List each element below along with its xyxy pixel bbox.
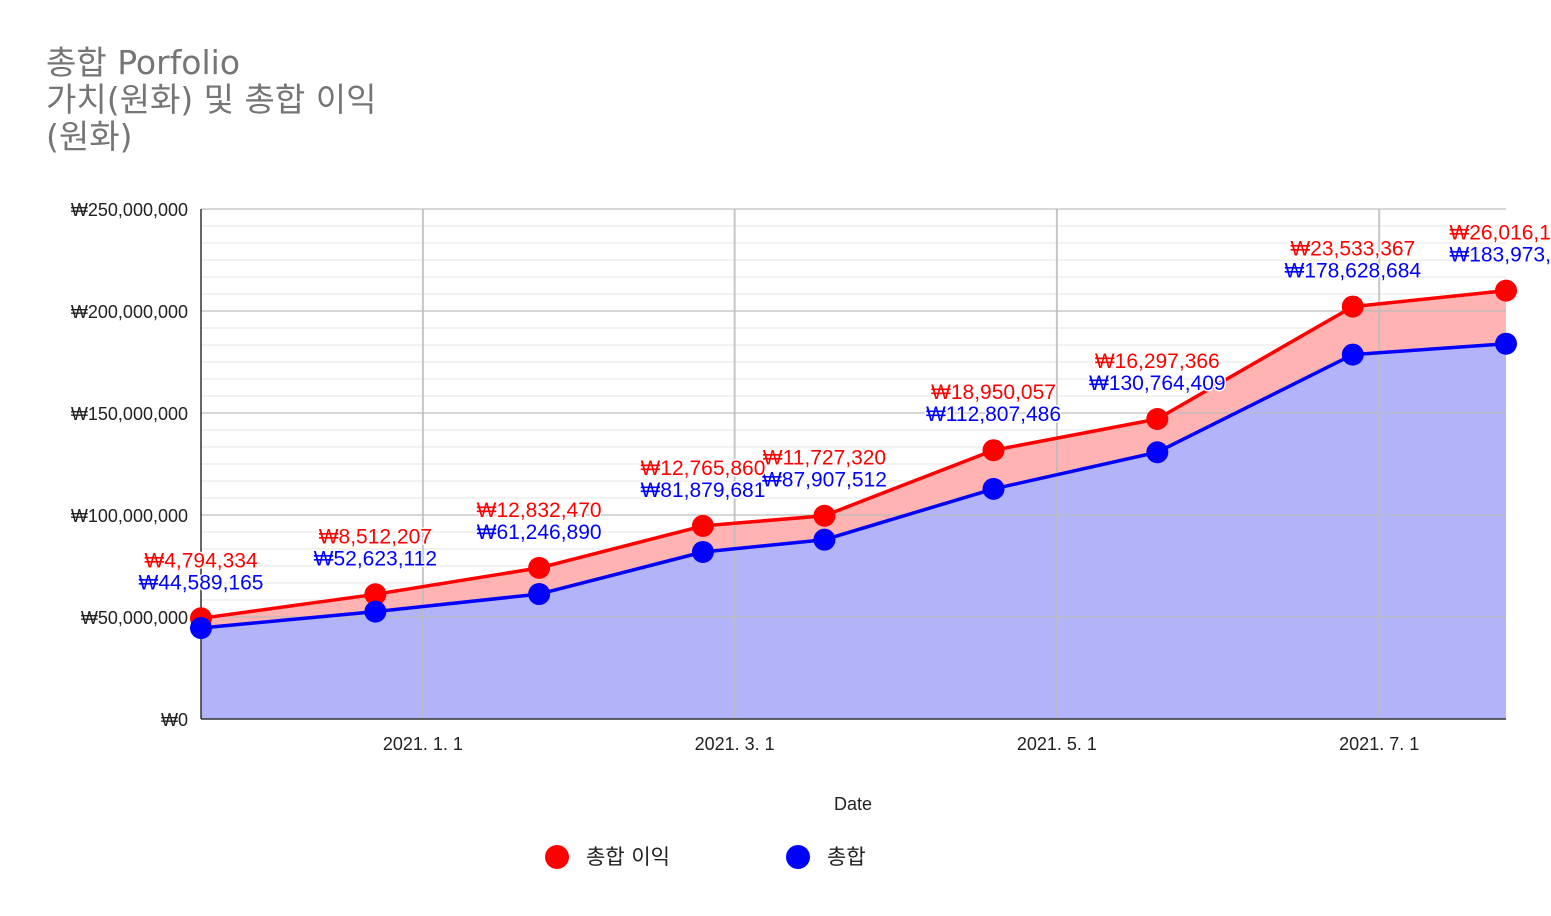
point-total (1495, 332, 1517, 355)
y-tick-label: ₩0 (161, 710, 188, 730)
point-profit (691, 514, 714, 537)
area-profit (201, 290, 1506, 628)
y-tick-label: ₩50,000,000 (81, 608, 188, 628)
point-total (528, 583, 551, 606)
grid-major (201, 208, 1506, 719)
legend-marker-total (786, 845, 810, 869)
legend-marker-profit (545, 845, 569, 869)
data-label-total: ₩44,589,165 (139, 571, 264, 594)
data-label-total: ₩52,623,112 (314, 547, 437, 570)
point-profit (982, 439, 1005, 462)
data-label-profit: ₩4,794,334 (144, 549, 258, 572)
point-profit (364, 583, 387, 606)
point-total (813, 528, 836, 551)
data-label-profit: ₩8,512,207 (319, 525, 432, 548)
chart-title-line: (원화) (46, 117, 133, 156)
data-label-profit: ₩23,533,367 (1290, 238, 1415, 261)
chart-title-line: 총합 Porfolio (46, 43, 241, 82)
point-profit (1341, 295, 1364, 318)
point-total (1146, 441, 1169, 464)
data-label-profit: ₩12,832,470 (477, 499, 602, 522)
point-profit (1146, 407, 1169, 430)
point-total (982, 477, 1005, 500)
data-label-total: ₩178,628,684 (1284, 260, 1421, 283)
y-tick-label: ₩250,000,000 (71, 200, 188, 220)
data-label-total: ₩112,807,486 (926, 403, 1061, 426)
data-label-total: ₩61,246,890 (477, 521, 602, 544)
x-tick-label: 2021. 1. 1 (383, 734, 463, 754)
legend-item-profit[interactable]: 총합 이익 (545, 845, 670, 869)
series-points (190, 279, 1517, 640)
legend-item-total[interactable]: 총합 (786, 845, 866, 869)
x-axis-title: Date (834, 794, 872, 814)
y-tick-label: ₩200,000,000 (71, 302, 188, 322)
data-label-total: ₩81,879,681 (640, 479, 765, 502)
point-profit (528, 556, 551, 579)
data-label-profit: ₩11,727,320 (763, 447, 886, 470)
x-tick-label: 2021. 7. 1 (1339, 734, 1419, 754)
point-profit (1495, 279, 1517, 302)
chart-title: 총합 Porfolio 가치(원화) 및 총합 이익 (원화) (46, 44, 376, 155)
data-label-total: ₩183,973,0 (1449, 244, 1551, 267)
x-tick-label: 2021. 5. 1 (1017, 734, 1097, 754)
x-tick-label: 2021. 3. 1 (695, 734, 775, 754)
data-label-profit: ₩26,016,19 (1449, 222, 1551, 245)
data-label-profit: ₩16,297,366 (1095, 350, 1220, 373)
data-label-profit: ₩12,765,860 (640, 457, 765, 480)
y-tick-label: ₩100,000,000 (71, 506, 188, 526)
data-label-total: ₩130,764,409 (1089, 372, 1226, 395)
point-total (364, 600, 387, 623)
chart-title-line: 가치(원화) 및 총합 이익 (46, 80, 377, 119)
data-label-profit: ₩18,950,057 (931, 381, 1056, 404)
point-total (190, 617, 212, 640)
point-profit (813, 504, 836, 527)
legend-label-profit: 총합 이익 (586, 845, 670, 869)
point-total (691, 540, 714, 563)
tick-labels: ₩0 ₩50,000,000 ₩100,000,000 ₩150,000,000 ₩20… (71, 200, 1419, 754)
point-total (1341, 343, 1364, 366)
legend: 총합 이익 총합 (545, 845, 866, 869)
legend-label-total: 총합 (827, 845, 866, 869)
y-tick-label: ₩150,000,000 (71, 404, 188, 424)
data-labels: ₩44,589,165 ₩52,623,112 ₩61,246,890 ₩81,879… (137, 220, 1551, 596)
data-label-total: ₩87,907,512 (762, 469, 887, 492)
